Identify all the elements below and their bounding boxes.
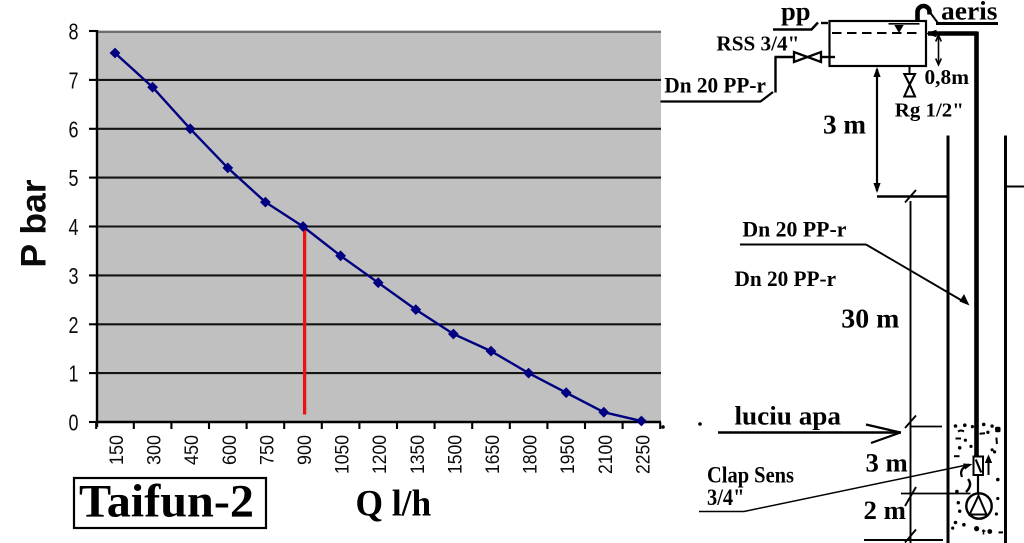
svg-text:750: 750 [257,435,278,465]
svg-text:0: 0 [69,410,79,436]
svg-text:2100: 2100 [596,435,617,474]
svg-text:3/4": 3/4" [707,485,745,510]
svg-text:3 m: 3 m [866,448,908,478]
svg-text:3 m: 3 m [823,110,867,140]
svg-text:1200: 1200 [370,435,391,474]
svg-text:1350: 1350 [408,435,429,474]
svg-text:8: 8 [69,19,79,45]
svg-text:luciu apa: luciu apa [735,401,842,431]
svg-text:pp: pp [781,0,811,26]
svg-text:2250: 2250 [633,435,654,474]
svg-text:1650: 1650 [483,435,504,474]
svg-text:3: 3 [69,263,79,289]
svg-text:2 m: 2 m [864,495,906,525]
svg-text:4: 4 [69,214,79,240]
svg-text:900: 900 [295,435,316,465]
svg-text:30 m: 30 m [841,303,899,334]
svg-text:600: 600 [220,435,241,465]
svg-text:7: 7 [69,67,79,93]
svg-text:1800: 1800 [521,435,542,474]
svg-text:5: 5 [69,165,79,191]
svg-text:150: 150 [107,435,128,465]
svg-text:Rg 1/2": Rg 1/2" [895,100,964,122]
svg-text:P bar: P bar [14,179,54,267]
svg-text:0,8m: 0,8m [925,65,970,89]
svg-text:RSS 3/4": RSS 3/4" [716,32,799,56]
svg-text:2: 2 [69,312,79,338]
svg-text:Dn 20 PP-r: Dn 20 PP-r [664,73,766,98]
svg-text:6: 6 [69,116,79,142]
svg-text:1: 1 [69,361,79,387]
svg-text:aeris: aeris [941,0,998,26]
svg-text:Taifun-2: Taifun-2 [79,476,254,528]
svg-text:300: 300 [145,435,166,465]
svg-text:Clap Sens: Clap Sens [707,463,794,488]
svg-text:Dn 20 PP-r: Dn 20 PP-r [735,266,837,291]
svg-text:Q l/h: Q l/h [356,484,432,525]
svg-text:450: 450 [182,435,203,465]
svg-text:1500: 1500 [445,435,466,474]
svg-text:1950: 1950 [558,435,579,474]
svg-text:1050: 1050 [333,435,354,474]
svg-text:Dn 20 PP-r: Dn 20 PP-r [742,217,846,242]
